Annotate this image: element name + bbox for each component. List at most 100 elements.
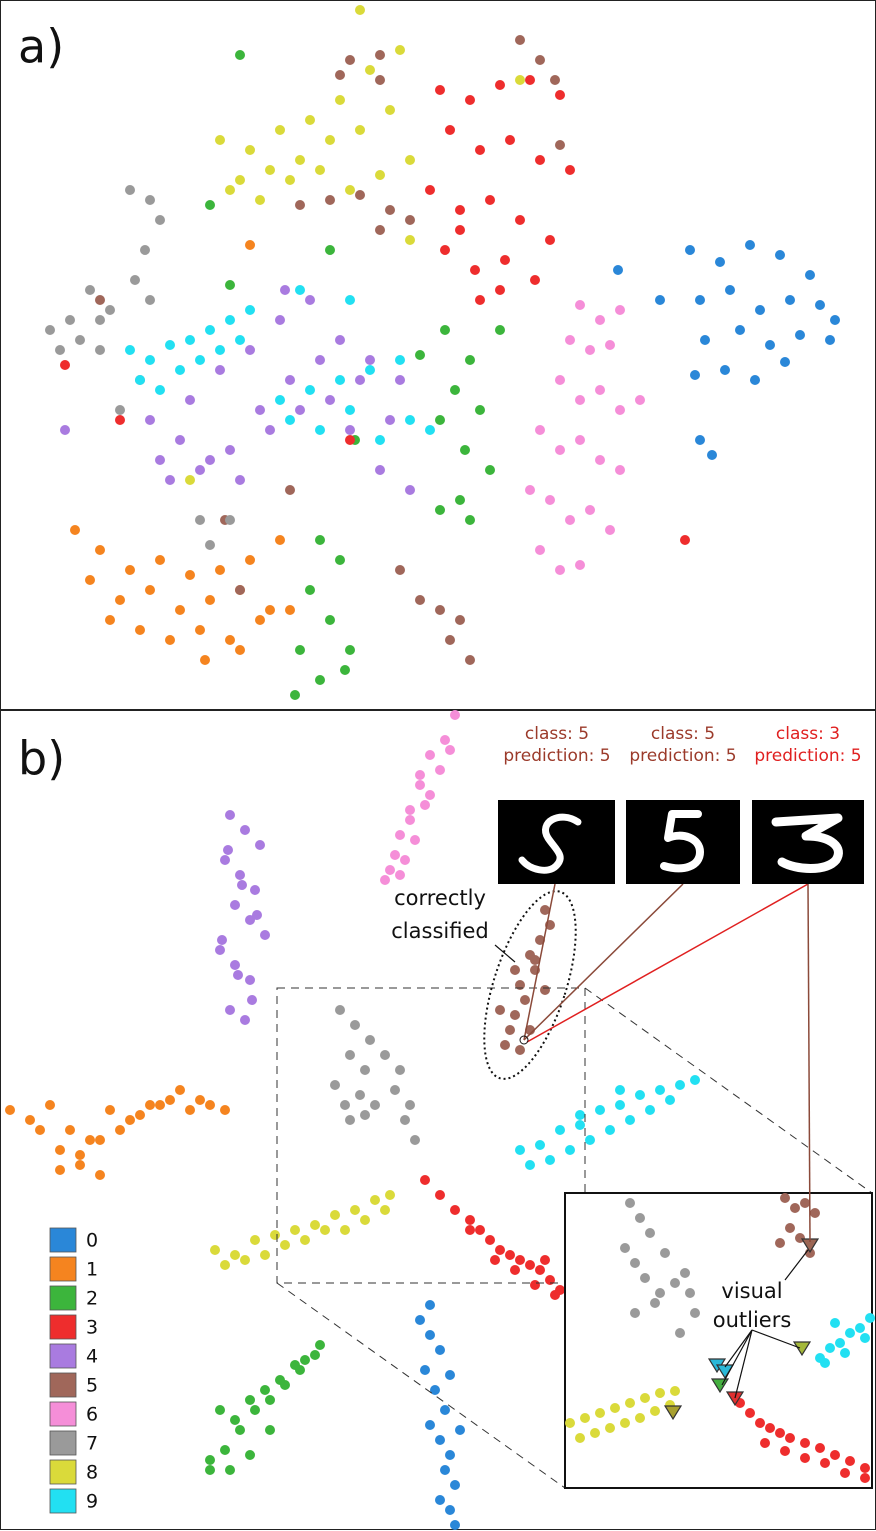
pointer bbox=[751, 1329, 801, 1349]
point bbox=[405, 235, 415, 245]
point bbox=[445, 635, 455, 645]
legend-label: 6 bbox=[86, 1404, 98, 1426]
point bbox=[735, 325, 745, 335]
point bbox=[220, 1445, 230, 1455]
point bbox=[780, 357, 790, 367]
point bbox=[510, 965, 520, 975]
point bbox=[245, 305, 255, 315]
point bbox=[720, 365, 730, 375]
point bbox=[185, 570, 195, 580]
point bbox=[535, 55, 545, 65]
point bbox=[345, 295, 355, 305]
point bbox=[615, 1085, 625, 1095]
point bbox=[55, 1165, 65, 1175]
point bbox=[240, 1255, 250, 1265]
point bbox=[220, 1105, 230, 1115]
thumb-prediction: prediction: 5 bbox=[629, 746, 736, 766]
point bbox=[800, 1198, 810, 1208]
point bbox=[285, 415, 295, 425]
point bbox=[85, 575, 95, 585]
point bbox=[355, 190, 365, 200]
point bbox=[70, 525, 80, 535]
point bbox=[335, 95, 345, 105]
point bbox=[380, 1205, 390, 1215]
point bbox=[530, 275, 540, 285]
point bbox=[535, 155, 545, 165]
point bbox=[500, 255, 510, 265]
point bbox=[465, 355, 475, 365]
point bbox=[590, 1428, 600, 1438]
point bbox=[620, 1418, 630, 1428]
point bbox=[230, 960, 240, 970]
point bbox=[405, 815, 415, 825]
legend-label: 8 bbox=[86, 1462, 98, 1484]
point bbox=[85, 1135, 95, 1145]
point bbox=[575, 560, 585, 570]
point bbox=[95, 295, 105, 305]
point bbox=[340, 1225, 350, 1235]
point bbox=[335, 1005, 345, 1015]
point bbox=[325, 615, 335, 625]
point bbox=[240, 1015, 250, 1025]
point bbox=[485, 1235, 495, 1245]
point bbox=[315, 675, 325, 685]
point bbox=[335, 375, 345, 385]
point bbox=[375, 225, 385, 235]
point bbox=[95, 1170, 105, 1180]
point bbox=[25, 1115, 35, 1125]
point bbox=[575, 1433, 585, 1443]
point bbox=[265, 1425, 275, 1435]
point bbox=[785, 1223, 795, 1233]
point bbox=[645, 1228, 655, 1238]
point bbox=[575, 300, 585, 310]
legend-label: 9 bbox=[86, 1491, 98, 1513]
point bbox=[455, 225, 465, 235]
point bbox=[620, 1243, 630, 1253]
point bbox=[365, 1035, 375, 1045]
legend-swatch bbox=[49, 1256, 77, 1282]
legend-swatch bbox=[49, 1401, 77, 1427]
point bbox=[550, 75, 560, 85]
point bbox=[615, 1100, 625, 1110]
point bbox=[275, 395, 285, 405]
connector bbox=[807, 883, 811, 1243]
point bbox=[350, 1205, 360, 1215]
legend-swatch bbox=[49, 1459, 77, 1485]
point bbox=[440, 735, 450, 745]
point bbox=[515, 75, 525, 85]
connector bbox=[523, 883, 556, 1041]
point bbox=[595, 385, 605, 395]
thumb-class: class: 5 bbox=[525, 724, 589, 744]
point bbox=[585, 1135, 595, 1145]
point bbox=[405, 415, 415, 425]
legend-swatch bbox=[49, 1372, 77, 1398]
point bbox=[690, 1308, 700, 1318]
point bbox=[430, 1385, 440, 1395]
point bbox=[800, 1438, 810, 1448]
point bbox=[335, 335, 345, 345]
point bbox=[385, 205, 395, 215]
point bbox=[845, 1456, 855, 1466]
point bbox=[530, 955, 540, 965]
point bbox=[845, 1328, 855, 1338]
point bbox=[445, 125, 455, 135]
point bbox=[225, 315, 235, 325]
point bbox=[250, 1405, 260, 1415]
point bbox=[235, 645, 245, 655]
point bbox=[625, 1115, 635, 1125]
zoom-guide bbox=[276, 1282, 566, 1489]
digit-stroke bbox=[518, 813, 582, 874]
point bbox=[205, 325, 215, 335]
point bbox=[405, 215, 415, 225]
point bbox=[245, 145, 255, 155]
point bbox=[155, 215, 165, 225]
point bbox=[145, 585, 155, 595]
point bbox=[345, 645, 355, 655]
point bbox=[275, 1375, 285, 1385]
point bbox=[225, 280, 235, 290]
point bbox=[485, 195, 495, 205]
point bbox=[375, 465, 385, 475]
point bbox=[830, 1318, 840, 1328]
point bbox=[265, 605, 275, 615]
point bbox=[325, 245, 335, 255]
